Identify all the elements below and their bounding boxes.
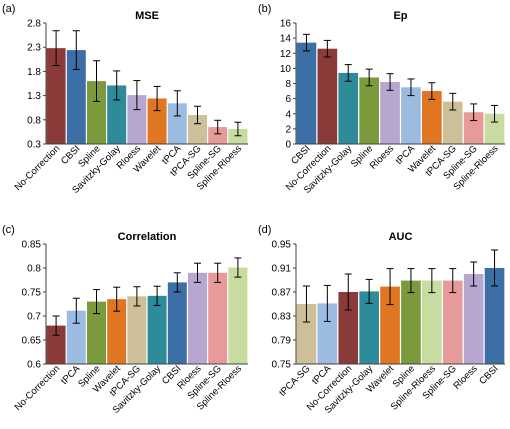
bar-spline: [87, 81, 106, 144]
y-tick-label: 2.8: [27, 19, 41, 30]
y-tick-label: 0.75: [22, 288, 42, 299]
bar-no-correction: [338, 292, 359, 364]
y-tick-label: 0.3: [27, 140, 41, 151]
bar-no-correction: [46, 48, 66, 144]
chart-panel-2: (b)Ep0246810121416CBSINo-CorrectionSavit…: [258, 3, 505, 196]
y-tick-label: 16: [280, 19, 292, 30]
bar-spline-rloess: [228, 128, 248, 144]
y-tick-label: 6: [285, 94, 291, 105]
y-tick-label: 0.87: [272, 288, 292, 299]
y-tick-label: 2.3: [27, 43, 41, 54]
y-tick-label: 0.91: [272, 264, 292, 275]
chart-title: AUC: [389, 231, 413, 243]
bar-no-correction: [46, 325, 66, 364]
chart-panel-1: (a)MSE0.30.81.31.82.32.8No-CorrectionCBS…: [2, 3, 248, 196]
y-tick-label: 0.6: [27, 360, 41, 371]
bar-rloess: [380, 81, 400, 144]
bar-cbsi: [484, 268, 505, 364]
bar-tpca: [401, 87, 421, 144]
y-tick-label: 0.85: [22, 240, 42, 251]
bar-rloess: [127, 95, 147, 144]
x-tick-label: No-Correction: [13, 363, 63, 413]
bar-spline-rloess: [228, 267, 248, 364]
y-tick-label: 0.7: [27, 312, 41, 323]
bar-no-correction: [317, 48, 338, 144]
bar-savitzky-golay: [107, 85, 127, 144]
y-tick-label: 4: [285, 109, 291, 120]
chart-panel-4: (d)AUC0.750.790.830.870.910.95tPCA-SGtPC…: [258, 224, 505, 416]
chart-title: Ep: [393, 10, 407, 22]
bar-spline: [401, 280, 421, 364]
y-tick-label: 0: [285, 140, 291, 151]
bar-wavelet: [380, 286, 400, 364]
bar-tpca: [317, 303, 338, 364]
bar-wavelet: [422, 91, 442, 144]
chart-title: MSE: [135, 10, 159, 22]
bar-spline-sg: [208, 272, 228, 364]
bar-wavelet: [107, 299, 127, 364]
bar-wavelet: [147, 98, 167, 144]
y-tick-label: 0.83: [272, 312, 292, 323]
bar-tpca-sg: [127, 296, 147, 364]
chart-title: Correlation: [118, 231, 177, 243]
bar-rloess: [188, 272, 207, 364]
bar-rloess: [463, 274, 484, 364]
x-tick-label: No-Correction: [13, 143, 63, 193]
bar-spline: [87, 301, 106, 364]
y-tick-label: 2: [285, 124, 291, 135]
panel-label: (c): [2, 224, 15, 236]
x-tick-label: Rloess: [451, 363, 479, 391]
y-tick-label: 0.8: [27, 264, 41, 275]
y-tick-label: 1.8: [27, 67, 41, 78]
y-tick-label: 8: [285, 79, 291, 90]
bar-spline-sg: [208, 127, 228, 144]
bar-tpca-sg: [442, 101, 463, 144]
bar-savitzky-golay: [338, 72, 359, 144]
y-tick-label: 12: [280, 49, 292, 60]
bar-tpca-sg: [296, 304, 317, 364]
bar-tpca: [66, 310, 86, 364]
y-tick-label: 1.3: [27, 91, 41, 102]
panel-label: (a): [2, 3, 15, 15]
bar-spline-rloess: [484, 113, 505, 144]
panel-label: (d): [258, 224, 271, 236]
bar-cbsi: [167, 282, 187, 364]
y-tick-label: 10: [280, 64, 292, 75]
y-tick-label: 0.65: [22, 336, 42, 347]
y-tick-label: 14: [280, 34, 292, 45]
x-tick-label: CBSI: [477, 363, 500, 386]
y-tick-label: 0.95: [272, 240, 292, 251]
bar-cbsi: [66, 50, 86, 144]
bar-tpca: [167, 103, 187, 144]
bar-spline-sg: [463, 112, 484, 144]
y-tick-label: 0.8: [27, 115, 41, 126]
bar-spline: [359, 77, 379, 144]
bar-spline-rloess: [422, 280, 442, 364]
bar-tpca-sg: [188, 114, 207, 144]
panel-label: (b): [258, 3, 271, 15]
bar-savitzky-golay: [147, 295, 167, 364]
chart-panel-3: (c) Correlation 0.6 0.65 0.7 0.75 0.8 0.85 No-Co…: [2, 224, 248, 416]
y-tick-label: 0.75: [272, 360, 292, 371]
bar-savitzky-golay: [359, 291, 379, 364]
bar-cbsi: [296, 42, 317, 144]
x-tick-label: Rloess: [368, 143, 396, 171]
bar-spline-sg: [442, 280, 463, 364]
y-tick-label: 0.79: [272, 336, 292, 347]
